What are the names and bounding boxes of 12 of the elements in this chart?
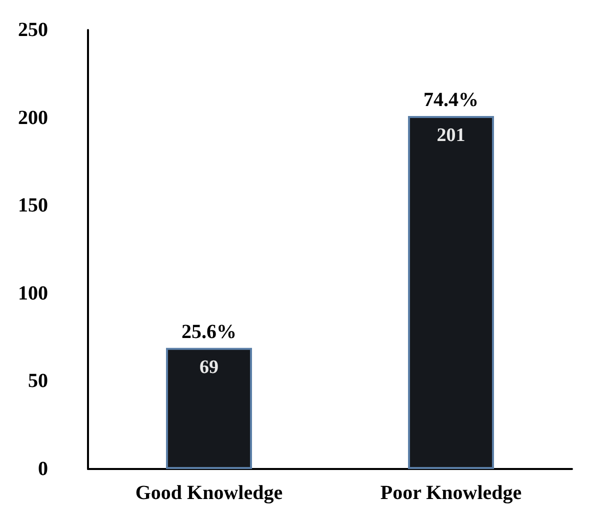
y-tick-label: 100 (18, 282, 48, 304)
x-tick-label: Good Knowledge (135, 482, 283, 504)
y-tick-label: 250 (18, 19, 48, 41)
annotation: 25.6% (182, 320, 236, 343)
annotation: 74.4% (424, 89, 478, 112)
y-tick-label: 50 (28, 370, 48, 392)
y-tick-label: 150 (18, 194, 48, 217)
y-tick-label: 200 (18, 106, 48, 129)
data-label: 69 (200, 356, 218, 378)
data-label: 201 (436, 125, 466, 146)
x-tick-label: Poor Knowledge (380, 482, 522, 504)
y-tick-label: 0 (38, 458, 48, 480)
